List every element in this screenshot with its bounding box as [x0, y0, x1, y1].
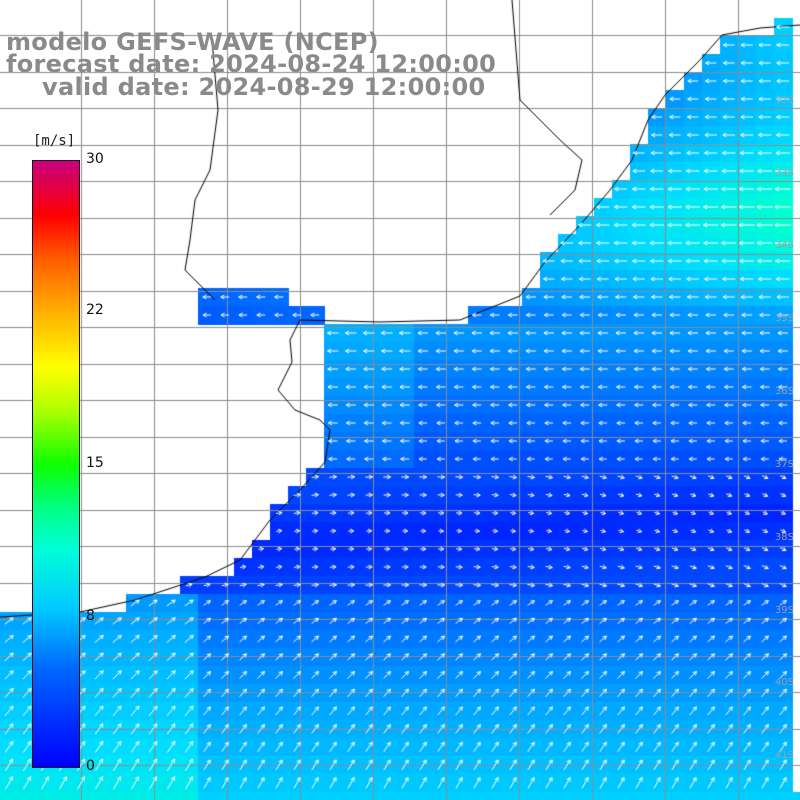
lat-label: 39S	[774, 605, 794, 616]
colorbar-tick-8: 8	[86, 608, 95, 624]
colorbar-tick-0: 0	[86, 758, 95, 774]
colorbar-gradient	[32, 160, 80, 768]
colorbar-tick-30: 30	[86, 151, 104, 167]
forecast-date: forecast date: 2024-08-24 12:00:00	[6, 50, 497, 78]
lat-label: 41S	[774, 750, 794, 761]
colorbar-tick-15: 15	[86, 455, 104, 471]
lat-label: 37S	[774, 459, 794, 470]
colorbar-tick-22: 22	[86, 302, 104, 318]
lat-label: 32S	[774, 95, 794, 106]
valid-date: valid date: 2024-08-29 12:00:00	[42, 73, 486, 101]
lat-label: 36S	[774, 386, 794, 397]
lat-label: 33S	[774, 168, 794, 179]
lat-label: 35S	[774, 313, 794, 324]
lat-label: 34S	[774, 240, 794, 251]
model-title: modelo GEFS-WAVE (NCEP)	[6, 28, 379, 56]
colorbar-unit: [m/s]	[33, 133, 76, 149]
lat-label: 40S	[774, 677, 794, 688]
lat-label: 38S	[774, 532, 794, 543]
